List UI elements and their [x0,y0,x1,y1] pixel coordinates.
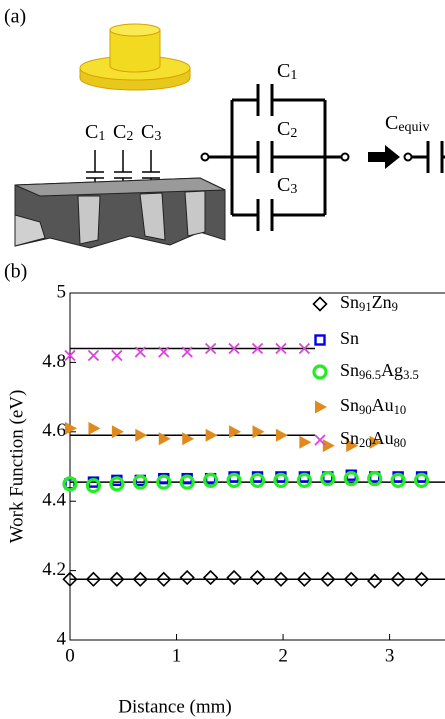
marker [182,432,194,445]
panel-label: (a) [4,6,26,28]
equiv-label: Cequiv [385,112,429,136]
y-tick-label: 5 [57,281,67,302]
capacitor-label: C2 [277,118,297,142]
marker [112,425,124,438]
marker [181,571,194,584]
legend-marker [314,366,326,378]
marker [159,432,171,445]
legend-marker [316,336,325,345]
marker [253,425,265,438]
capacitor-label: C1 [277,60,297,84]
legend-label: Sn [340,328,359,348]
marker [276,429,288,442]
legend-marker [315,401,327,414]
x-tick-label: 3 [385,645,395,666]
marker [88,350,98,360]
capacitor-label: C3 [141,121,161,145]
x-tick-label: 1 [172,645,182,666]
terminal [342,154,349,161]
y-tick-label: 4.8 [42,351,66,372]
capacitor-label: C2 [113,121,133,145]
equiv-capacitor [411,141,445,173]
capacitor-label: C3 [277,174,297,198]
terminal [405,154,412,161]
marker [204,571,217,584]
marker [251,571,264,584]
x-tick-label: 2 [278,645,288,666]
arrow [368,145,400,169]
marker [65,422,77,435]
legend-label: Sn20Au80 [340,428,406,450]
x-axis-label: Distance (mm) [118,696,231,717]
terminal [202,154,209,161]
marker [368,575,381,588]
legend-marker [314,298,327,311]
y-tick-label: 4.6 [42,420,66,441]
diagram: (a) [4,6,445,248]
circuit [208,84,342,231]
plot-frame [70,293,445,640]
y-axis-label: Work Function (eV) [6,390,27,544]
legend-label: Sn96.5Ag3.5 [340,360,419,382]
probe-top [110,24,160,36]
marker [228,571,241,584]
panel-label: (b) [4,261,27,283]
x-tick-label: 0 [65,645,75,666]
marker [135,429,147,442]
marker [112,350,122,360]
capacitor-label: C1 [85,121,105,145]
marker [299,436,311,449]
marker [88,422,100,435]
marker [206,429,218,442]
legend-label: Sn91Zn9 [340,292,398,314]
y-tick-label: 4.4 [42,490,66,511]
y-tick-label: 4.2 [42,559,66,580]
legend-label: Sn90Au10 [340,395,406,417]
marker [229,425,241,438]
marker [323,439,335,452]
figure: (a) (b)44.24.44.64.850 [0,0,445,719]
